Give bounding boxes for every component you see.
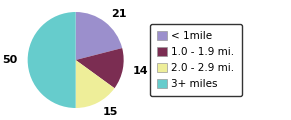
Text: 50: 50 [2, 55, 17, 65]
Wedge shape [76, 12, 122, 60]
Text: 14: 14 [133, 66, 149, 76]
Text: 21: 21 [111, 9, 127, 19]
Wedge shape [28, 12, 76, 108]
Wedge shape [76, 48, 124, 88]
Wedge shape [76, 60, 114, 108]
Text: 15: 15 [102, 107, 118, 117]
Legend: < 1mile, 1.0 - 1.9 mi., 2.0 - 2.9 mi., 3+ miles: < 1mile, 1.0 - 1.9 mi., 2.0 - 2.9 mi., 3… [150, 24, 242, 96]
